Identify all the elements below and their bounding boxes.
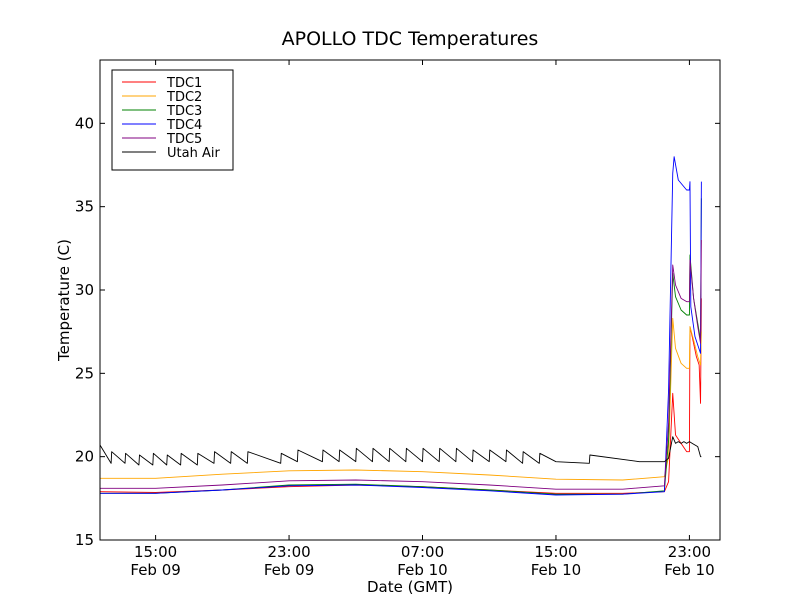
x-tick-label-time: 15:00 xyxy=(534,543,577,561)
x-tick-label-time: 23:00 xyxy=(267,543,310,561)
y-tick-label: 40 xyxy=(75,114,94,132)
x-axis-label: Date (GMT) xyxy=(367,578,453,596)
y-tick-label: 35 xyxy=(75,198,94,216)
x-tick-label-date: Feb 09 xyxy=(264,561,314,579)
y-tick-label: 30 xyxy=(75,281,94,299)
y-tick-label: 25 xyxy=(75,364,94,382)
legend-frame xyxy=(111,69,234,171)
y-axis-label: Temperature (C) xyxy=(55,239,73,362)
y-axis: 15 20 25 30 35 40 xyxy=(75,114,720,549)
legend-label: TDC1 xyxy=(166,76,202,91)
x-tick-label-date: Feb 10 xyxy=(397,561,447,579)
x-tick-label-time: 15:00 xyxy=(134,543,177,561)
x-tick-label-date: Feb 10 xyxy=(531,561,581,579)
x-tick-label-date: Feb 10 xyxy=(664,561,714,579)
series-group xyxy=(99,156,702,496)
legend-label: Utah Air xyxy=(167,146,220,161)
x-tick-label-time: 23:00 xyxy=(668,543,711,561)
series-line-utah-air xyxy=(99,436,702,466)
plot-area-frame xyxy=(99,59,721,541)
chart-title: APOLLO TDC Temperatures xyxy=(282,28,539,50)
series-line-tdc5 xyxy=(100,239,702,490)
legend-label: TDC5 xyxy=(166,132,202,147)
legend-label: TDC3 xyxy=(166,104,202,119)
y-tick-label: 15 xyxy=(75,531,94,549)
x-tick-label-date: Feb 09 xyxy=(130,561,180,579)
legend-label: TDC2 xyxy=(166,90,202,105)
legend-label: TDC4 xyxy=(166,118,202,133)
y-tick-label: 20 xyxy=(75,448,94,466)
x-tick-label-time: 07:00 xyxy=(401,543,444,561)
